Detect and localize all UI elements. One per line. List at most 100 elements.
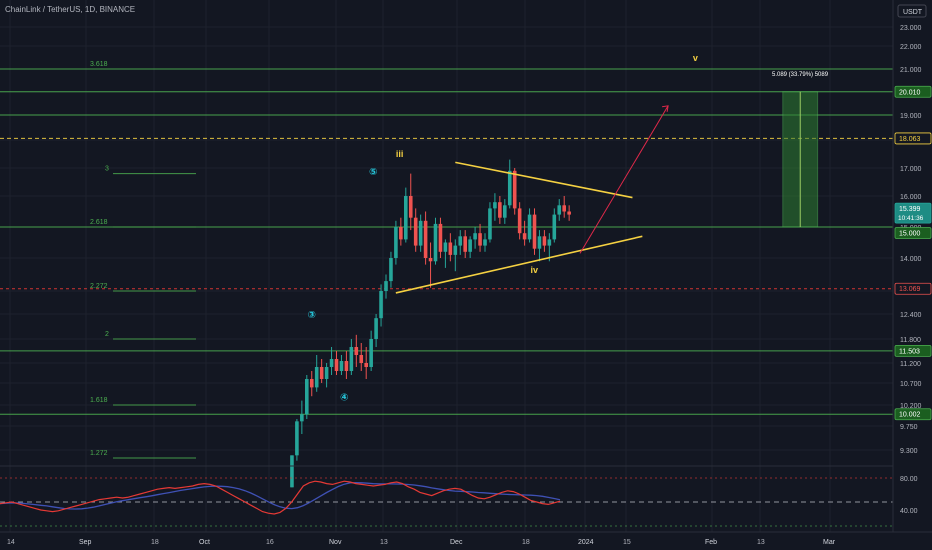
candle-body [324, 367, 329, 379]
time-tick-label: Mar [823, 539, 836, 546]
price-tick-label: 23.000 [900, 25, 922, 32]
candle-body [567, 211, 571, 215]
triangle-upper-line [455, 161, 633, 199]
price-tag-label: 11.503 [899, 348, 920, 355]
wave-label: iii [396, 149, 404, 159]
candle-body [503, 205, 507, 218]
candle-body [290, 455, 294, 488]
price-tick-label: 11.800 [900, 337, 921, 344]
time-tick-label: Nov [329, 539, 342, 546]
candle-body [349, 347, 354, 371]
candle-body [389, 258, 393, 282]
price-tag [894, 282, 932, 295]
price-tick-label: 9.300 [900, 448, 918, 455]
candle-body [498, 202, 502, 218]
wave-label: v [693, 53, 698, 63]
rsi-line [0, 480, 561, 515]
candle-body [433, 223, 438, 262]
projection-arrow-head [662, 105, 669, 112]
price-tag [894, 132, 932, 145]
candle-body [364, 363, 368, 367]
price-tick-label: 21.000 [900, 67, 922, 74]
time-tick-label: Sep [79, 539, 92, 546]
wave-label: ④ [340, 393, 348, 404]
candle-body [458, 236, 463, 246]
candle-body [473, 233, 477, 240]
candle-body [423, 220, 428, 258]
candle-body [512, 170, 517, 209]
fib-level-label: 2.618 [90, 219, 108, 226]
candle-body [309, 379, 314, 388]
price-tag-label: 10.002 [899, 412, 921, 419]
candle-body [314, 367, 319, 388]
fib-level-label: 1.618 [90, 397, 108, 404]
target-box-label: 5.089 (33.79%) 5089 [772, 72, 829, 78]
candle-body [305, 379, 309, 415]
price-tag-label: 18.063 [899, 136, 921, 143]
candle-body [532, 214, 537, 249]
candle-body [537, 236, 542, 249]
price-tag [894, 227, 932, 239]
candle-body [542, 236, 547, 246]
candle-body [507, 170, 512, 206]
candle-body [334, 359, 339, 371]
price-tick-label: 17.000 [900, 166, 922, 173]
candle-body [329, 359, 334, 367]
candle-body [404, 196, 408, 240]
candle-body [488, 208, 492, 240]
fib-level-label: 3.618 [90, 61, 108, 68]
candle-body [369, 339, 373, 367]
price-tick-label: 10.700 [900, 381, 922, 388]
projection-arrow-line [579, 105, 669, 254]
price-tag-label: 15.399 [899, 206, 921, 213]
candle-body [379, 291, 383, 319]
price-tag-label: 20.010 [899, 89, 921, 96]
time-axis-background [0, 532, 932, 550]
rsi-tick-label: 80.00 [900, 476, 918, 483]
fib-level-label: 2 [105, 331, 109, 338]
wave-label: iv [531, 265, 539, 275]
currency-badge [897, 4, 927, 18]
time-tick-label: 13 [757, 539, 765, 546]
wave-label: ⑤ [369, 167, 377, 178]
price-tick-label: 16.000 [900, 194, 922, 201]
price-tick-label: 9.750 [900, 424, 918, 431]
candle-body [552, 214, 557, 240]
time-tick-label: 13 [380, 539, 388, 546]
currency-label: USDT [903, 9, 923, 16]
price-tag [894, 85, 932, 98]
candle-body [359, 355, 364, 363]
price-tick-label: 22.000 [900, 44, 922, 51]
wave-label: ③ [307, 310, 315, 321]
candle-body [443, 242, 448, 252]
fib-level-label: 3 [105, 166, 109, 173]
candle-body [413, 217, 418, 246]
time-tick-label: Dec [450, 539, 463, 546]
candle-body [408, 196, 413, 218]
candle-body [557, 205, 562, 215]
candle-body [418, 220, 423, 246]
candle-body [562, 205, 566, 212]
candle-body [448, 242, 453, 255]
candle-body [384, 281, 388, 291]
candle-body [483, 239, 487, 246]
rsi-ma-line [0, 481, 561, 510]
time-tick-label: 15 [623, 539, 631, 546]
time-tick-label: Oct [199, 539, 210, 546]
time-tick-label: 2024 [578, 539, 594, 546]
fib-level-label: 1.272 [90, 450, 108, 457]
candle-body [463, 236, 467, 252]
candle-body [478, 233, 482, 246]
price-tag [894, 344, 932, 357]
candle-body [428, 258, 433, 262]
candle-body [399, 227, 403, 240]
price-tag-countdown: 10:41:36 [898, 215, 924, 222]
price-tick-label: 11.200 [900, 361, 921, 368]
candle-body [394, 227, 398, 258]
candle-body [339, 361, 344, 371]
candle-body [344, 361, 349, 371]
candle-body [295, 421, 299, 456]
candle-body [438, 223, 443, 252]
